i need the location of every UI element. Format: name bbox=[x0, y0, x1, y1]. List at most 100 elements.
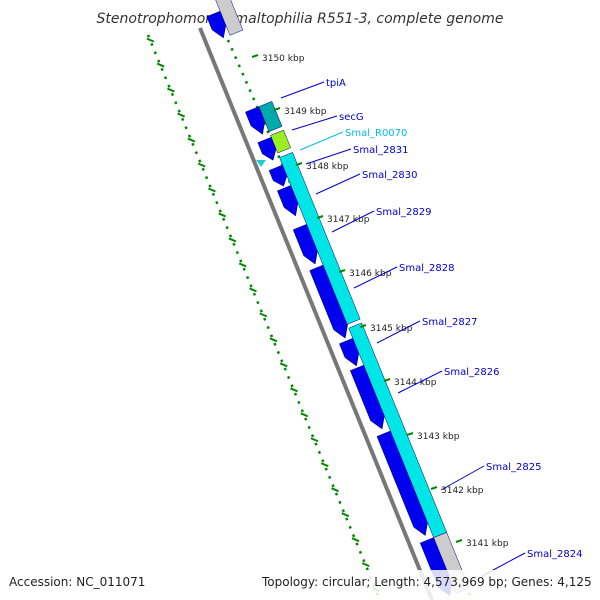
ring-dot bbox=[226, 39, 231, 43]
kbp-tick-mark bbox=[273, 107, 281, 111]
gene-arrow-blue bbox=[245, 106, 266, 135]
ring-dot bbox=[297, 400, 301, 405]
ring-dot bbox=[218, 209, 222, 213]
kbp-tick-mark bbox=[338, 269, 346, 273]
gene-leader-line bbox=[440, 465, 485, 491]
ring-dot bbox=[355, 542, 359, 546]
ring-dot bbox=[248, 89, 252, 93]
ring-dot bbox=[252, 97, 256, 101]
gene-block-cyan bbox=[348, 322, 447, 538]
ring-dot bbox=[228, 234, 233, 238]
map-title: Stenotrophomonas maltophilia R551-3, com… bbox=[97, 11, 504, 27]
gene-label-smal-r0070[interactable]: Smal_R0070 bbox=[345, 128, 407, 139]
ring-dot bbox=[177, 109, 181, 113]
ring-tick bbox=[290, 387, 298, 393]
ring-dot bbox=[334, 492, 339, 496]
ring-dot bbox=[181, 117, 185, 122]
ring-dot bbox=[225, 226, 229, 230]
kbp-tick-label: 3149 kbp bbox=[284, 107, 327, 117]
gene-arrow-blue bbox=[268, 164, 288, 187]
kbp-tick-label: 3144 kbp bbox=[394, 378, 437, 388]
dotted-ring-outer bbox=[146, 34, 380, 596]
ring-tick bbox=[218, 212, 227, 218]
ring-dot bbox=[321, 459, 325, 463]
gene-label-smal-2829[interactable]: Smal_2829 bbox=[376, 207, 431, 218]
ring-tick bbox=[238, 262, 247, 268]
ring-tick bbox=[156, 62, 165, 68]
gene-arrow-blue bbox=[206, 10, 227, 39]
ring-dot bbox=[194, 151, 198, 155]
ring-dot bbox=[237, 64, 241, 68]
gene-leader-line bbox=[291, 115, 338, 131]
gene-arrow-blue bbox=[257, 136, 277, 161]
gene-leader-line bbox=[353, 266, 398, 289]
ring-dot bbox=[341, 509, 345, 513]
ring-tick bbox=[187, 137, 196, 143]
ring-tick bbox=[167, 87, 175, 93]
ring-tick bbox=[361, 562, 370, 568]
ring-dot bbox=[277, 155, 281, 159]
gene-label-smal-2831[interactable]: Smal_2831 bbox=[353, 145, 408, 156]
gene-label-smal-2828[interactable]: Smal_2828 bbox=[399, 263, 454, 274]
ring-dot bbox=[244, 80, 249, 85]
gene-arrow-blue bbox=[339, 337, 360, 367]
ring-dot bbox=[235, 250, 239, 255]
ring-dot bbox=[287, 375, 291, 380]
ring-dot bbox=[198, 159, 202, 163]
gene-block-grey bbox=[215, 0, 244, 36]
ring-dot bbox=[256, 300, 260, 305]
ring-dot bbox=[174, 101, 178, 105]
genome-backbone bbox=[198, 27, 434, 600]
gene-label-secg[interactable]: secG bbox=[339, 112, 364, 123]
gene-labels: tpiA secG Smal_R0070 Smal_2831 Smal_2830… bbox=[326, 78, 582, 560]
ring-dot bbox=[153, 51, 157, 55]
ring-tick bbox=[310, 437, 319, 443]
gene-label-smal-2826[interactable]: Smal_2826 bbox=[444, 367, 499, 378]
gene-leader-lines bbox=[280, 81, 526, 577]
genome-summary-text: Topology: circular; Length: 4,573,969 bp… bbox=[261, 575, 592, 589]
gene-arrow-blue bbox=[309, 264, 348, 339]
gene-leader-line bbox=[305, 148, 352, 165]
ring-tick bbox=[197, 162, 206, 168]
ring-dot bbox=[266, 130, 270, 134]
kbp-tick-label: 3142 kbp bbox=[441, 486, 484, 496]
ring-dot bbox=[170, 92, 175, 97]
ring-dot bbox=[276, 350, 281, 355]
kbp-tick-label: 3147 kbp bbox=[327, 215, 370, 225]
ring-dot bbox=[163, 76, 168, 80]
ring-dot bbox=[324, 467, 328, 471]
ring-tick bbox=[208, 187, 216, 193]
gene-leader-line bbox=[331, 210, 375, 233]
ring-dot bbox=[362, 559, 366, 563]
ring-dot bbox=[249, 284, 253, 288]
ring-dot bbox=[331, 484, 335, 488]
kbp-tick-mark bbox=[455, 539, 463, 543]
ring-dot bbox=[241, 72, 245, 76]
gene-label-smal-2827[interactable]: Smal_2827 bbox=[422, 317, 477, 328]
kbp-dotted-track bbox=[146, 37, 380, 593]
gene-label-smal-2825[interactable]: Smal_2825 bbox=[486, 462, 541, 473]
ring-tick bbox=[269, 337, 278, 343]
ring-dot bbox=[293, 392, 298, 396]
kbp-tick-label: 3141 kbp bbox=[466, 539, 509, 549]
kbp-tick-label: 3146 kbp bbox=[349, 269, 392, 279]
ring-dot bbox=[310, 434, 315, 438]
ring-dot bbox=[211, 192, 216, 196]
ring-dot bbox=[157, 59, 161, 63]
gene-leader-line bbox=[376, 320, 421, 344]
gene-arrow-blue bbox=[349, 364, 385, 430]
ring-dot bbox=[160, 67, 164, 72]
gene-label-tpia[interactable]: tpiA bbox=[326, 78, 346, 89]
gene-label-smal-2830[interactable]: Smal_2830 bbox=[362, 170, 417, 181]
ring-tick bbox=[249, 287, 257, 293]
ring-dot bbox=[269, 334, 274, 338]
ring-dot bbox=[263, 317, 267, 321]
ring-dot bbox=[351, 534, 356, 538]
gene-features bbox=[206, 0, 470, 597]
ring-dot bbox=[167, 84, 171, 88]
ring-tick bbox=[228, 237, 237, 243]
ring-dot bbox=[222, 217, 226, 221]
gene-marker-cyan bbox=[256, 160, 266, 167]
gene-label-smal-2824[interactable]: Smal_2824 bbox=[527, 549, 582, 560]
gene-arrow-blue bbox=[376, 430, 428, 536]
